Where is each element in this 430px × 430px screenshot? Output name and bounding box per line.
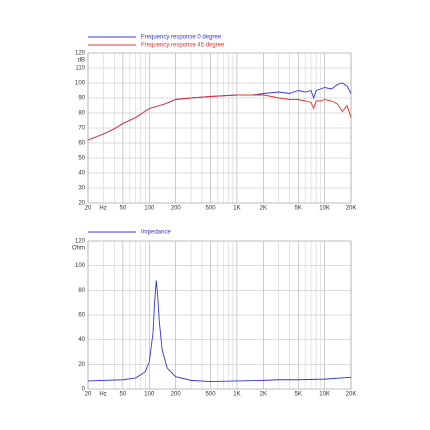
x-tick-label: 200 — [171, 392, 182, 398]
legend-label: Impedance — [141, 230, 171, 236]
y-unit: Ohm — [72, 246, 85, 252]
series-line — [87, 280, 352, 383]
legend-label: Frequency response 45 degree — [141, 43, 225, 49]
x-tick-label: 10K — [319, 392, 330, 398]
y-tick-label: 110 — [75, 66, 85, 72]
x-tick-label: 100 — [144, 392, 155, 398]
x-tick-label: 20K — [346, 392, 357, 398]
x-tick-label: 20 — [85, 206, 92, 212]
y-tick-label: 120 — [75, 239, 86, 245]
y-tick-label: 40 — [78, 337, 85, 343]
x-tick-label: 1K — [233, 206, 240, 212]
x-tick-label: 50 — [120, 392, 127, 398]
x-tick-label: 5K — [295, 206, 302, 212]
x-tick-label: 500 — [206, 206, 217, 212]
y-tick-label: 120 — [75, 51, 86, 57]
x-tick-label: 100 — [144, 206, 155, 212]
series-line — [87, 94, 352, 141]
y-tick-label: 80 — [78, 288, 85, 294]
x-tick-label: 2K — [260, 392, 267, 398]
y-tick-label: 60 — [78, 141, 85, 147]
y-tick-label: 100 — [75, 263, 86, 269]
x-tick-label: 500 — [206, 392, 217, 398]
x-tick-label: 5K — [295, 392, 302, 398]
y-tick-label: 80 — [78, 111, 85, 117]
y-tick-label: 90 — [78, 96, 85, 102]
x-tick-label: 1K — [233, 392, 240, 398]
y-tick-label: 0 — [82, 387, 86, 393]
y-tick-label: 60 — [78, 313, 85, 319]
y-tick-label: 50 — [78, 156, 85, 162]
y-tick-label: 20 — [78, 201, 85, 207]
y-unit: dB — [78, 58, 85, 64]
x-tick-label: 10K — [319, 206, 330, 212]
x-tick-label: 200 — [171, 206, 182, 212]
x-tick-label: 20 — [85, 392, 92, 398]
x-unit: Hz — [99, 206, 106, 212]
x-tick-label: 50 — [120, 206, 127, 212]
y-tick-label: 40 — [78, 171, 85, 177]
x-unit: Hz — [99, 392, 106, 398]
x-tick-label: 2K — [260, 206, 267, 212]
legend-label: Frequency response 0 degree — [141, 35, 222, 41]
y-tick-label: 20 — [78, 362, 85, 368]
y-tick-label: 100 — [75, 81, 86, 87]
y-tick-label: 70 — [78, 126, 85, 132]
y-tick-label: 30 — [78, 186, 85, 192]
x-tick-label: 20K — [346, 206, 357, 212]
